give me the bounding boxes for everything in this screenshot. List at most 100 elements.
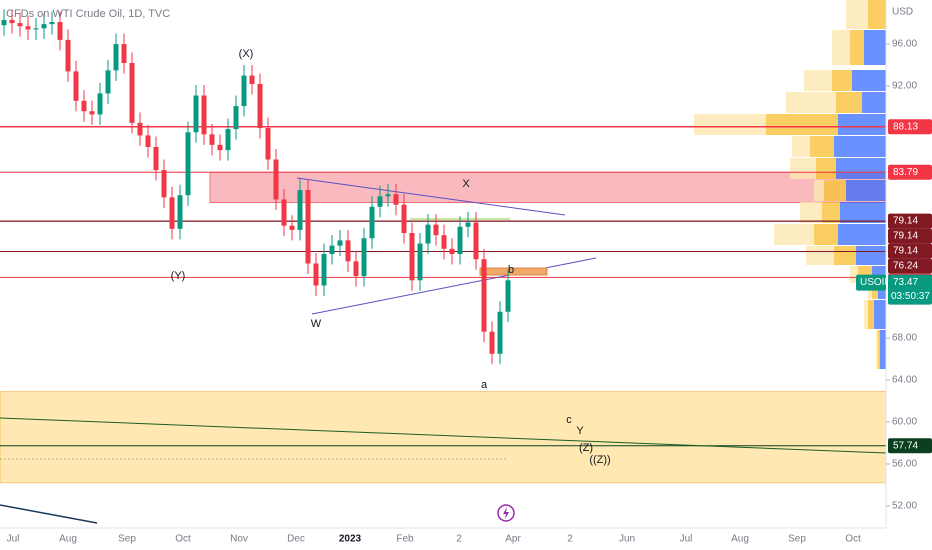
profile-bar <box>814 180 824 201</box>
candle-body <box>497 311 503 354</box>
candle-body <box>249 75 255 84</box>
candle-body <box>185 132 191 196</box>
last-price-label: 73.47 <box>893 277 918 288</box>
y-tick-label: 52.00 <box>892 501 917 512</box>
trend-line <box>0 504 98 524</box>
candle-body <box>313 263 319 286</box>
price-tag-label: 76.24 <box>893 261 918 272</box>
price-tag <box>888 228 932 244</box>
candle-body <box>129 62 135 123</box>
x-tick-label: 2023 <box>339 534 362 545</box>
candle-body <box>361 238 367 277</box>
profile-bar <box>868 300 874 329</box>
candle-body <box>193 95 199 133</box>
wave-label: W <box>311 318 322 330</box>
candle-body <box>1 19 7 26</box>
profile-bar <box>876 330 878 369</box>
candle-body <box>209 134 215 145</box>
profile-bar <box>694 114 766 135</box>
price-tag-label: 79.14 <box>893 231 918 242</box>
x-tick-label: Apr <box>505 534 521 545</box>
candle-body <box>305 189 311 264</box>
candle-body <box>465 222 471 227</box>
price-tag <box>888 438 932 454</box>
candle-body <box>89 111 95 115</box>
candle-body <box>481 259 487 332</box>
profile-bar <box>846 0 868 29</box>
profile-bar <box>874 300 886 329</box>
x-tick-label: Sep <box>118 534 136 545</box>
candle-body <box>329 245 335 255</box>
price-tag <box>888 243 932 259</box>
trend-line <box>311 257 597 315</box>
candle-body <box>425 224 431 244</box>
candle-body <box>25 26 31 30</box>
wave-label: Y <box>576 425 584 437</box>
profile-bar <box>810 136 834 157</box>
candle-body <box>97 93 103 115</box>
profile-bar <box>852 70 886 91</box>
candle-body <box>265 128 271 160</box>
profile-bar <box>850 30 864 65</box>
candle-body <box>65 39 71 72</box>
profile-bar <box>806 246 834 265</box>
candle-body <box>337 240 343 246</box>
candle-body <box>393 194 399 205</box>
candle-body <box>81 100 87 112</box>
candle-body <box>17 23 23 27</box>
candle-body <box>409 233 415 281</box>
candle-body <box>201 95 207 135</box>
x-tick-label: Oct <box>845 534 861 545</box>
wave-label: a <box>481 379 488 391</box>
candle-body <box>433 224 439 236</box>
candle-body <box>177 195 183 229</box>
countdown-label: 03:50:37 <box>891 291 930 302</box>
profile-bar <box>878 284 886 299</box>
profile-bar <box>822 202 840 223</box>
price-tag-label: 79.14 <box>893 246 918 257</box>
profile-bar <box>840 202 886 223</box>
candle-body <box>161 170 167 198</box>
y-tick-label: 68.00 <box>892 333 917 344</box>
profile-bar <box>838 114 886 135</box>
volume-profile <box>694 0 886 369</box>
price-tag-label: 79.14 <box>893 216 918 227</box>
candle-body <box>281 199 287 226</box>
price-tag <box>888 164 932 180</box>
y-tick-label: 64.00 <box>892 375 917 386</box>
wave-label: X <box>462 178 470 190</box>
candle-body <box>73 71 79 101</box>
profile-bar <box>792 136 810 157</box>
zone <box>0 391 887 484</box>
candle-body <box>233 106 239 130</box>
wave-label: (X) <box>239 48 254 60</box>
candle-body <box>441 235 447 249</box>
candle-body <box>505 280 511 312</box>
candle-body <box>145 135 151 147</box>
candle-body <box>489 331 495 354</box>
candle-body <box>9 19 15 24</box>
candle-body <box>401 204 407 234</box>
x-tick-label: Sep <box>788 534 806 545</box>
profile-bar <box>850 266 858 283</box>
price-tag <box>888 258 932 274</box>
profile-bar <box>868 0 886 29</box>
candle-body <box>33 28 39 30</box>
candle-body <box>241 75 247 107</box>
x-tick-label: Dec <box>287 534 305 545</box>
profile-bar <box>832 30 850 65</box>
trend-line <box>296 177 566 216</box>
x-tick-label: Jul <box>7 534 20 545</box>
profile-bar <box>786 92 836 113</box>
candle-body <box>417 243 423 281</box>
profile-bar <box>872 284 878 299</box>
candle-body <box>121 44 127 63</box>
chart-title: CFDs on WTI Crude Oil, 1D, TVC <box>6 8 170 20</box>
profile-bar <box>816 158 836 179</box>
price-tag-label: 57.74 <box>893 440 918 451</box>
profile-bar <box>838 224 886 245</box>
x-tick-label: Nov <box>230 534 248 545</box>
candle-body <box>353 261 359 277</box>
